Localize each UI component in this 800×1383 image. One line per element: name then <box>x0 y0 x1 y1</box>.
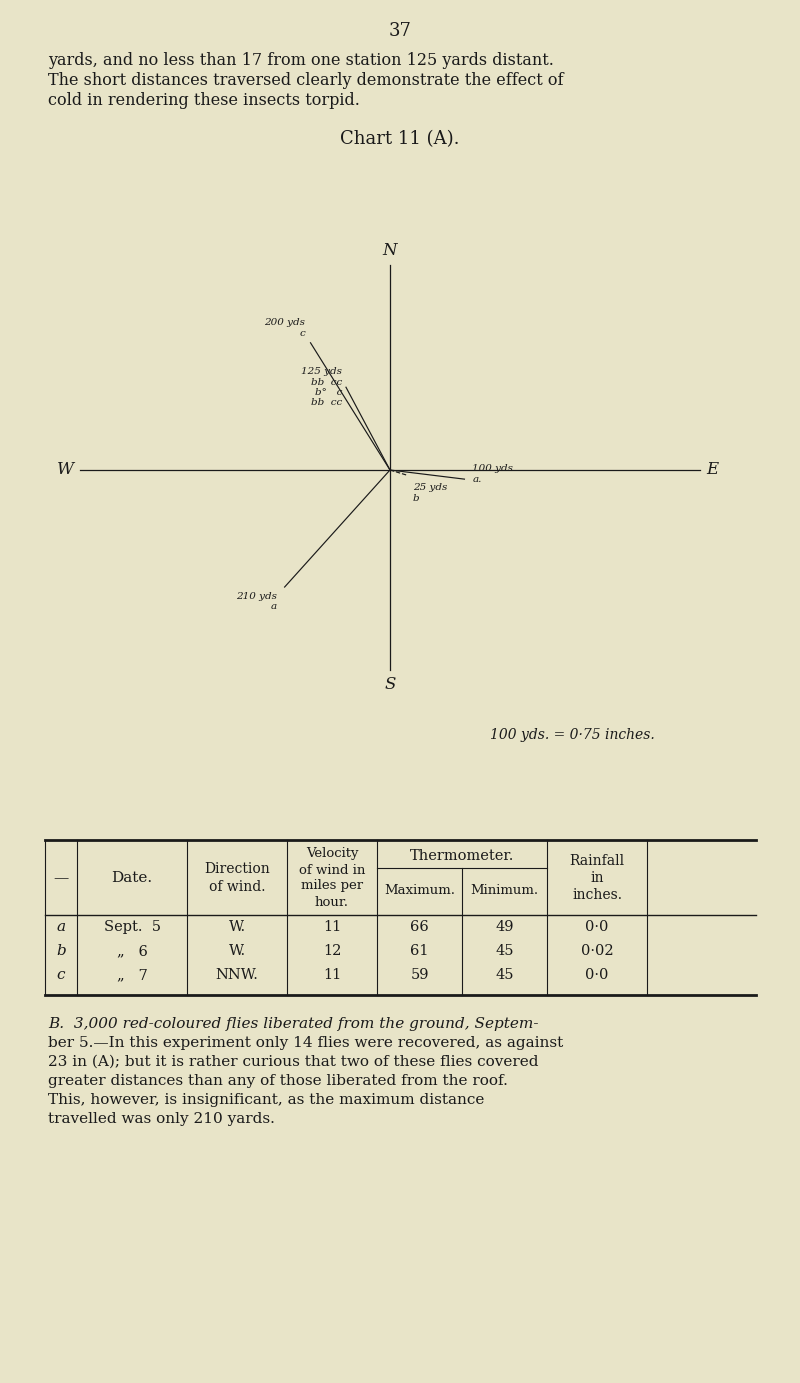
Text: 100 yds
a.: 100 yds a. <box>473 465 514 484</box>
Text: 0·0: 0·0 <box>586 920 609 934</box>
Text: 200 yds
c: 200 yds c <box>265 318 306 337</box>
Text: 0·0: 0·0 <box>586 968 609 982</box>
Text: Chart 11 (A).: Chart 11 (A). <box>340 130 460 148</box>
Text: 45: 45 <box>495 968 514 982</box>
Text: c: c <box>57 968 66 982</box>
Text: The short distances traversed clearly demonstrate the effect of: The short distances traversed clearly de… <box>48 72 563 89</box>
Text: B.  3,000 red-coloured flies liberated from the ground, Septem-: B. 3,000 red-coloured flies liberated fr… <box>48 1017 538 1030</box>
Text: travelled was only 210 yards.: travelled was only 210 yards. <box>48 1112 275 1126</box>
Text: 23 in (A); but it is rather curious that two of these flies covered: 23 in (A); but it is rather curious that… <box>48 1055 538 1069</box>
Text: greater distances than any of those liberated from the roof.: greater distances than any of those libe… <box>48 1075 508 1088</box>
Text: „   6: „ 6 <box>117 945 147 958</box>
Text: a: a <box>57 920 66 934</box>
Text: 49: 49 <box>495 920 514 934</box>
Text: yards, and no less than 17 from one station 125 yards distant.: yards, and no less than 17 from one stat… <box>48 53 554 69</box>
Text: Thermometer.: Thermometer. <box>410 849 514 863</box>
Text: 12: 12 <box>323 945 341 958</box>
Text: 125 yds
bb  cc
b°   c
bb  cc: 125 yds bb cc b° c bb cc <box>301 366 342 408</box>
Text: „   7: „ 7 <box>117 968 147 982</box>
Text: Sept.  5: Sept. 5 <box>103 920 161 934</box>
Text: This, however, is insignificant, as the maximum distance: This, however, is insignificant, as the … <box>48 1093 484 1106</box>
Text: 11: 11 <box>323 968 341 982</box>
Text: Date.: Date. <box>111 871 153 885</box>
Text: 45: 45 <box>495 945 514 958</box>
Text: W.: W. <box>229 945 246 958</box>
Text: cold in rendering these insects torpid.: cold in rendering these insects torpid. <box>48 93 360 109</box>
Text: S: S <box>384 676 396 693</box>
Text: —: — <box>54 871 69 885</box>
Text: E: E <box>706 462 718 479</box>
Text: 11: 11 <box>323 920 341 934</box>
Text: Direction
of wind.: Direction of wind. <box>204 862 270 895</box>
Text: ber 5.—In this experiment only 14 flies were recovered, as against: ber 5.—In this experiment only 14 flies … <box>48 1036 563 1050</box>
Text: 59: 59 <box>410 968 429 982</box>
Text: Minimum.: Minimum. <box>470 884 538 896</box>
Text: W.: W. <box>229 920 246 934</box>
Text: N: N <box>382 242 398 259</box>
Text: 66: 66 <box>410 920 429 934</box>
Text: Velocity
of wind in
miles per
hour.: Velocity of wind in miles per hour. <box>299 848 365 909</box>
Text: Rainfall
in
inches.: Rainfall in inches. <box>570 853 625 902</box>
Text: Maximum.: Maximum. <box>384 884 455 896</box>
Text: W: W <box>57 462 74 479</box>
Text: 25 yds
b: 25 yds b <box>413 484 447 503</box>
Text: 61: 61 <box>410 945 429 958</box>
Text: 37: 37 <box>389 22 411 40</box>
Text: 0·02: 0·02 <box>581 945 614 958</box>
Text: b: b <box>56 945 66 958</box>
Text: NNW.: NNW. <box>215 968 258 982</box>
Text: 210 yds
a: 210 yds a <box>236 592 277 611</box>
Text: 100 yds. = 0·75 inches.: 100 yds. = 0·75 inches. <box>490 727 654 743</box>
